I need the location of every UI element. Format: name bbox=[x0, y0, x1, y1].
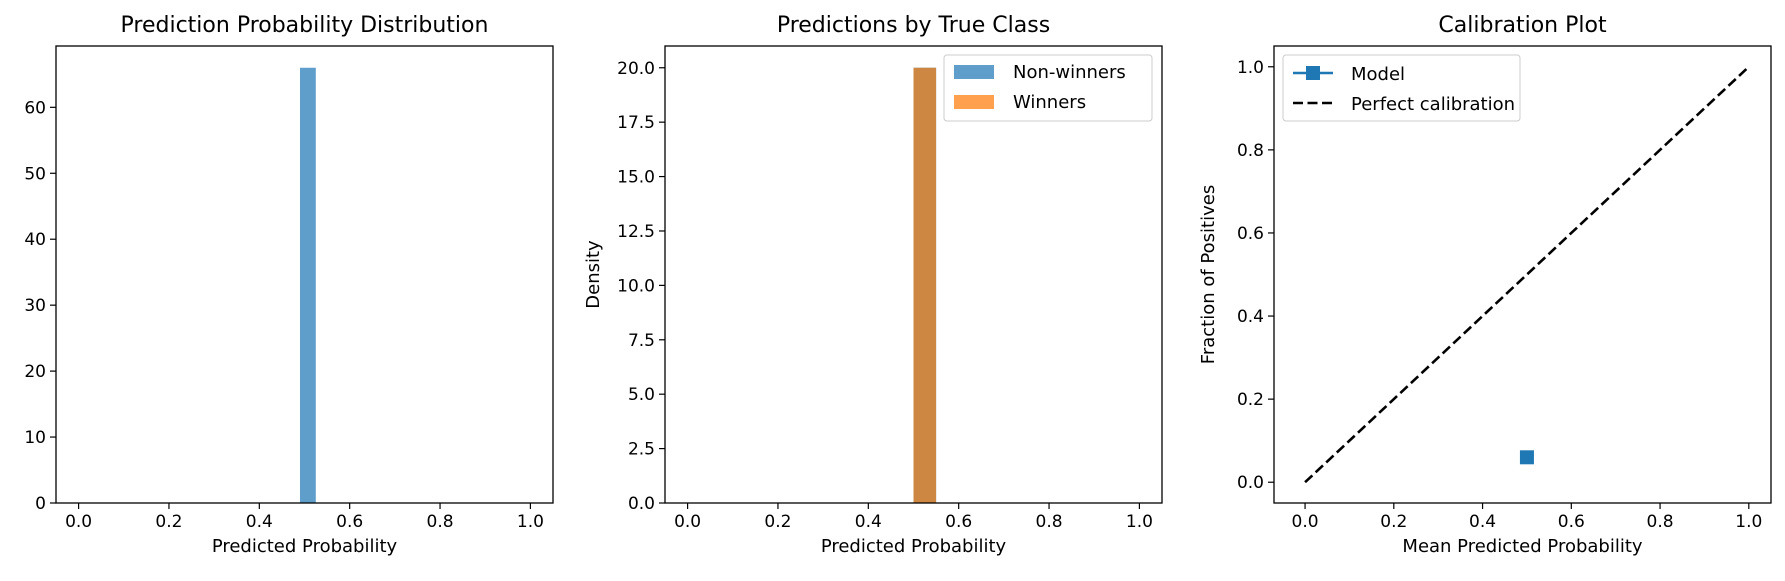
legend-label-1: Perfect calibration bbox=[1351, 94, 1515, 115]
y-tick-label: 5.0 bbox=[628, 385, 655, 405]
y-tick-label: 0.0 bbox=[628, 494, 655, 514]
x-tick-label: 0.4 bbox=[855, 512, 882, 532]
x-tick-label: 1.0 bbox=[517, 512, 544, 532]
chart-2: 0.0 0.2 0.4 0.6 0.8 1.0 0.0 2.5 5.0 7.5 10.0 12.5 15… bbox=[583, 13, 1163, 557]
x-tick-label: 0.6 bbox=[336, 512, 363, 532]
x-tick-label: 0.0 bbox=[674, 512, 701, 532]
y-tick-label: 0 bbox=[35, 494, 46, 514]
y-axis-label: Density bbox=[583, 240, 604, 309]
legend: Non-winners Winners bbox=[943, 54, 1153, 122]
x-tick-label: 1.0 bbox=[1735, 512, 1762, 532]
y-tick-label: 50 bbox=[24, 164, 46, 184]
legend-swatch-0 bbox=[954, 65, 994, 79]
y-tick-label: 0.4 bbox=[1237, 307, 1264, 327]
y-tick-label: 0.8 bbox=[1237, 141, 1264, 161]
chart-title: Prediction Probability Distribution bbox=[121, 13, 489, 38]
y-tick-label: 1.0 bbox=[1237, 58, 1264, 78]
x-tick-label: 0.4 bbox=[246, 512, 273, 532]
y-tick-label: 7.5 bbox=[628, 331, 655, 351]
y-tick-label: 20.0 bbox=[617, 59, 655, 79]
chart-3: 0.0 0.2 0.4 0.6 0.8 1.0 0.0 0.2 0.4 0.6 0.8 1.0 Cali… bbox=[1198, 13, 1772, 557]
x-tick-label: 0.8 bbox=[427, 512, 454, 532]
y-tick-label: 30 bbox=[24, 296, 46, 316]
y-tick-label: 0.6 bbox=[1237, 224, 1264, 244]
legend-model-marker bbox=[1306, 66, 1320, 80]
x-tick-label: 0.2 bbox=[155, 512, 182, 532]
x-tick-label: 0.0 bbox=[1292, 512, 1319, 532]
x-axis-label: Mean Predicted Probability bbox=[1402, 536, 1642, 557]
y-tick-label: 10 bbox=[24, 428, 46, 448]
legend-swatch-1 bbox=[954, 95, 994, 109]
chart-title: Predictions by True Class bbox=[777, 13, 1050, 38]
axes-frame bbox=[664, 45, 1163, 504]
perfect-calibration-line bbox=[1304, 65, 1750, 484]
x-tick-label: 0.6 bbox=[1558, 512, 1585, 532]
x-tick-label: 0.8 bbox=[1036, 512, 1063, 532]
y-tick-label: 60 bbox=[24, 98, 46, 118]
y-tick-label: 0.0 bbox=[1237, 473, 1264, 493]
axes-frame bbox=[55, 45, 554, 504]
y-tick-label: 15.0 bbox=[617, 168, 655, 188]
y-tick-label: 20 bbox=[24, 362, 46, 382]
y-tick-label: 40 bbox=[24, 230, 46, 250]
y-axis-label: Fraction of Positives bbox=[1198, 185, 1219, 364]
legend-label-0: Model bbox=[1351, 64, 1405, 85]
bar-series-0-0 bbox=[299, 67, 316, 503]
x-tick-label: 0.6 bbox=[945, 512, 972, 532]
model-point-0 bbox=[1519, 450, 1534, 465]
legend-frame bbox=[943, 54, 1153, 122]
x-tick-label: 0.2 bbox=[764, 512, 791, 532]
x-tick-label: 0.2 bbox=[1380, 512, 1407, 532]
chart-title: Calibration Plot bbox=[1438, 13, 1607, 38]
x-tick-label: 0.0 bbox=[65, 512, 92, 532]
legend-label-0: Non-winners bbox=[1013, 62, 1126, 83]
y-tick-label: 12.5 bbox=[617, 222, 655, 242]
x-tick-label: 1.0 bbox=[1126, 512, 1153, 532]
chart-1: 0.0 0.2 0.4 0.6 0.8 1.0 0 10 20 30 40 50 60 Predictio… bbox=[24, 13, 554, 557]
x-axis-label: Predicted Probability bbox=[212, 536, 398, 557]
y-tick-label: 0.2 bbox=[1237, 390, 1264, 410]
x-axis-label: Predicted Probability bbox=[821, 536, 1007, 557]
bar-winners-0 bbox=[913, 67, 937, 503]
y-tick-label: 2.5 bbox=[628, 440, 655, 460]
x-tick-label: 0.4 bbox=[1469, 512, 1496, 532]
x-tick-label: 0.8 bbox=[1647, 512, 1674, 532]
legend-frame bbox=[1282, 54, 1521, 122]
y-tick-label: 17.5 bbox=[617, 113, 655, 133]
axes-frame bbox=[1273, 45, 1772, 504]
legend-label-1: Winners bbox=[1013, 92, 1086, 113]
y-tick-label: 10.0 bbox=[617, 276, 655, 296]
legend: Model Perfect calibration bbox=[1282, 54, 1521, 122]
